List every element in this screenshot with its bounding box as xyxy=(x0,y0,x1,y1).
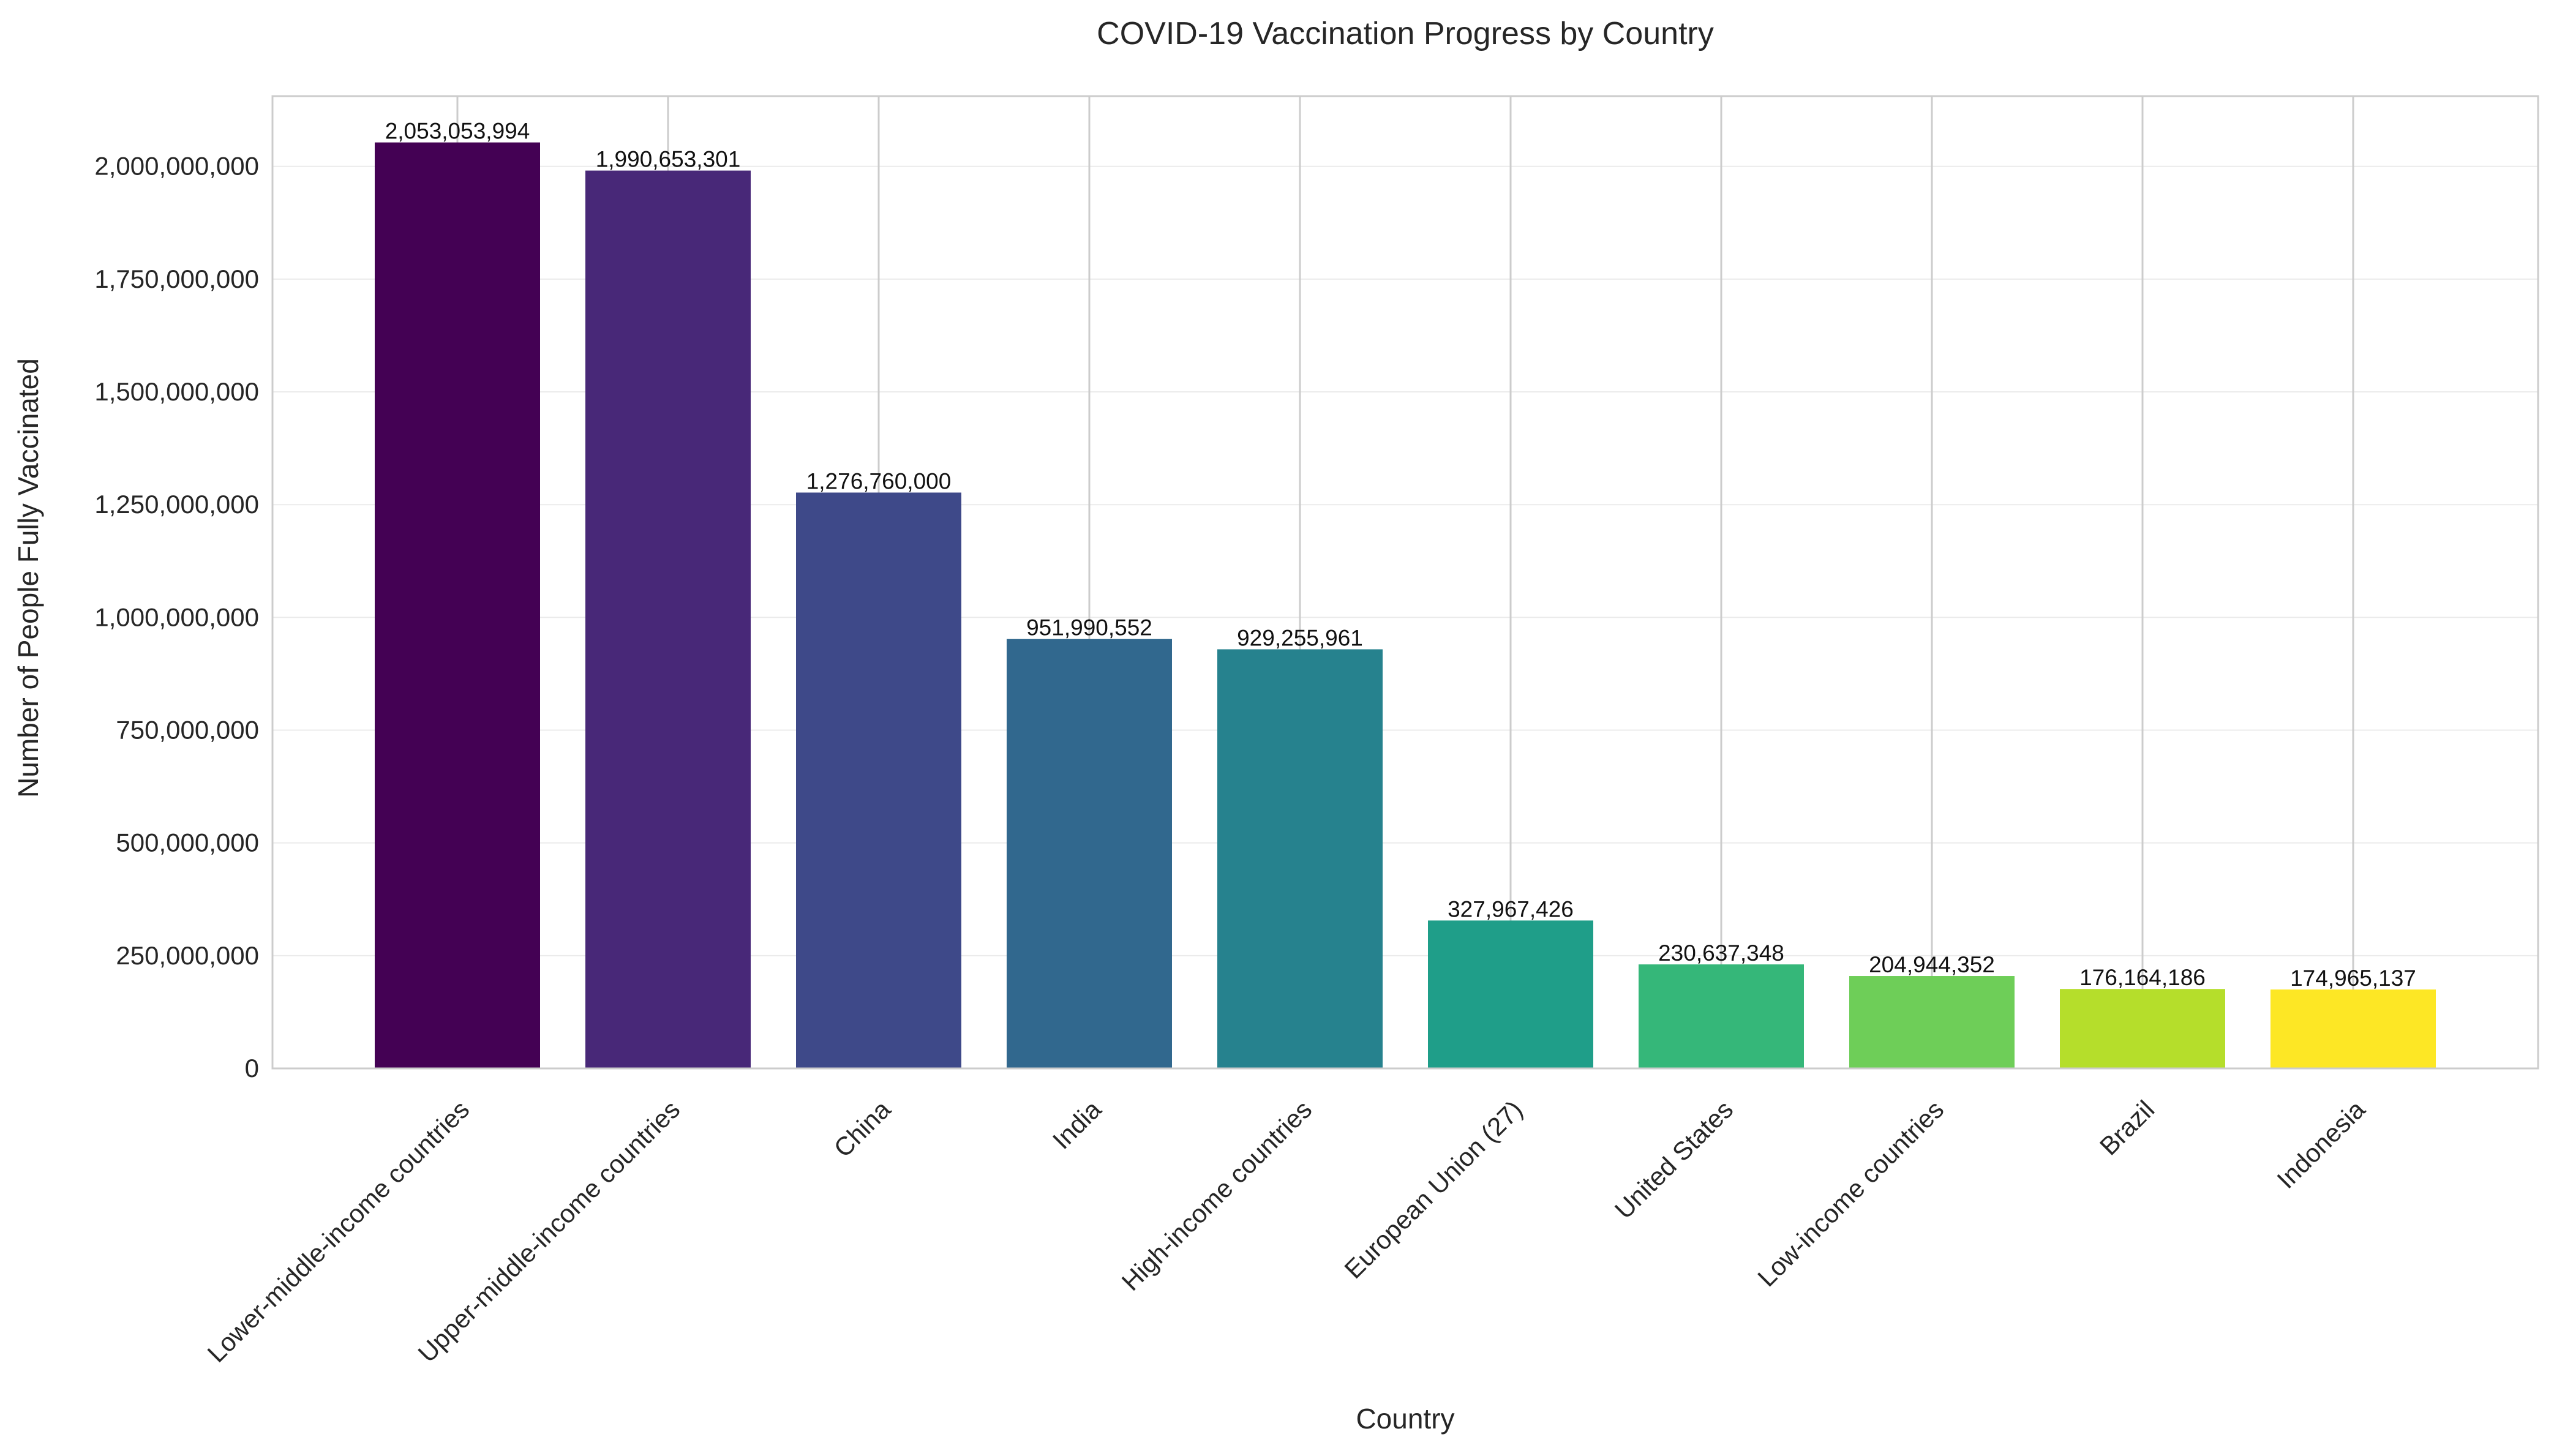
y-tick-label: 2,000,000,000 xyxy=(94,152,259,181)
y-tick-label: 500,000,000 xyxy=(116,828,259,857)
bar-value-label: 176,164,186 xyxy=(2079,965,2206,990)
bar-value-label: 174,965,137 xyxy=(2290,966,2416,991)
y-tick-label: 250,000,000 xyxy=(116,941,259,970)
bar-value-label: 929,255,961 xyxy=(1237,625,1363,650)
data-labels-layer: 2,053,053,994 1,990,653,301 1,276,760,000 9… xyxy=(385,119,2416,991)
plot-frame xyxy=(271,95,2539,1070)
y-tick-label: 1,000,000,000 xyxy=(94,602,259,631)
bar-value-label: 327,967,426 xyxy=(1448,896,1574,921)
bar xyxy=(2270,989,2436,1068)
bar xyxy=(375,142,540,1069)
bar-value-label: 951,990,552 xyxy=(1026,615,1152,640)
bar-value-label: 1,990,653,301 xyxy=(596,147,741,172)
y-tick-label: 1,750,000,000 xyxy=(94,265,259,293)
bar xyxy=(796,492,961,1068)
bar xyxy=(1217,649,1383,1068)
y-tick-label: 0 xyxy=(245,1054,259,1083)
bar xyxy=(585,170,751,1069)
bar-value-label: 1,276,760,000 xyxy=(806,468,952,493)
bar xyxy=(2060,989,2225,1068)
x-axis-label: Country xyxy=(1356,1403,1454,1435)
bar-value-label: 2,053,053,994 xyxy=(385,119,530,144)
bar-value-label: 230,637,348 xyxy=(1658,940,1784,966)
bar xyxy=(1849,976,2015,1068)
bar xyxy=(1428,920,1593,1068)
bar xyxy=(1639,964,1804,1068)
bars-layer xyxy=(375,142,2436,1069)
y-axis-label: Number of People Fully Vaccinated xyxy=(12,358,44,798)
y-tick-label: 1,500,000,000 xyxy=(94,377,259,406)
y-tick-label: 1,250,000,000 xyxy=(94,490,259,519)
bar-value-label: 204,944,352 xyxy=(1869,952,1995,977)
bar xyxy=(1007,639,1172,1068)
chart-title: COVID-19 Vaccination Progress by Country xyxy=(1097,16,1714,51)
y-tick-label: 750,000,000 xyxy=(116,716,259,745)
